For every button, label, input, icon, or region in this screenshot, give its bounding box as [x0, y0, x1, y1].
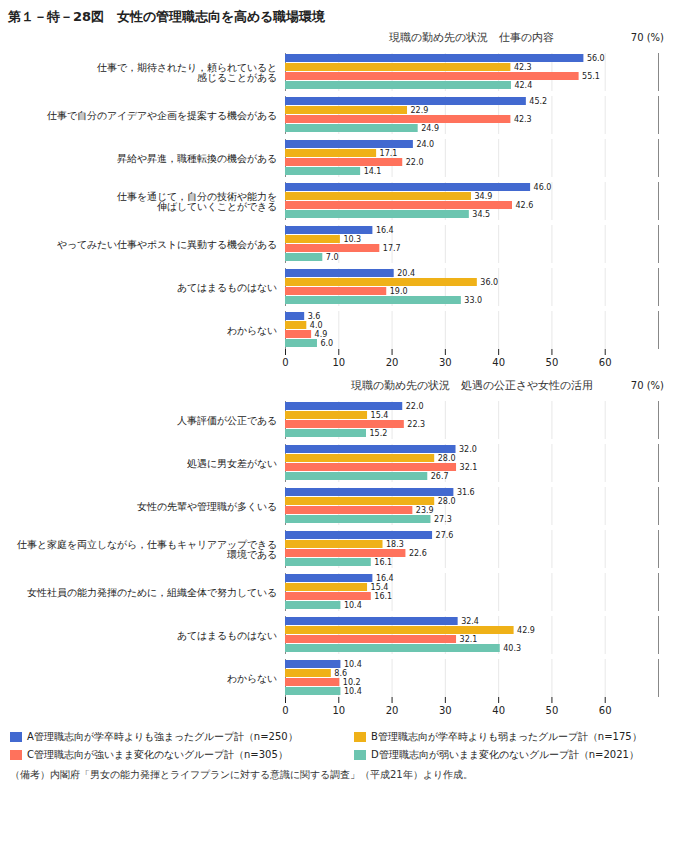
svg-text:わからない: わからない: [227, 673, 277, 684]
svg-text:42.3: 42.3: [514, 63, 532, 72]
svg-text:10.4: 10.4: [344, 660, 362, 669]
svg-text:22.0: 22.0: [406, 158, 424, 167]
svg-text:仕事で自分のアイデアや企画を提案する機会がある: 仕事で自分のアイデアや企画を提案する機会がある: [47, 110, 277, 121]
svg-text:10.3: 10.3: [343, 235, 361, 244]
svg-text:3.6: 3.6: [308, 312, 321, 321]
svg-text:56.0: 56.0: [587, 54, 605, 63]
html-text:A管理職志向が学卒時よりも強まったグループ計（n=250）: A管理職志向が学卒時よりも強まったグループ計（n=250）: [27, 731, 298, 742]
svg-text:女性の先輩や管理職が多くいる: 女性の先輩や管理職が多くいる: [137, 501, 277, 512]
svg-text:60: 60: [599, 705, 612, 716]
svg-text:26.7: 26.7: [431, 472, 449, 481]
svg-text:42.3: 42.3: [514, 115, 532, 124]
svg-text:仕事と家庭を両立しながら，仕事もキャリアアップできる環境であ: 仕事と家庭を両立しながら，仕事もキャリアアップできる環境である: [17, 539, 277, 560]
svg-text:40.3: 40.3: [503, 644, 521, 653]
svg-text:やってみたい仕事やポストに異動する機会がある: やってみたい仕事やポストに異動する機会がある: [57, 239, 277, 250]
svg-text:10: 10: [332, 357, 345, 368]
svg-text:17.7: 17.7: [383, 244, 401, 253]
svg-text:33.0: 33.0: [464, 296, 482, 305]
svg-text:40: 40: [492, 357, 505, 368]
svg-text:女性社員の能力発揮のために，組織全体で努力している: 女性社員の能力発揮のために，組織全体で努力している: [27, 587, 277, 598]
svg-text:10.4: 10.4: [344, 601, 362, 610]
svg-text:6.0: 6.0: [320, 339, 333, 348]
svg-text:22.6: 22.6: [409, 549, 427, 558]
svg-text:34.5: 34.5: [472, 210, 490, 219]
svg-text:14.1: 14.1: [364, 167, 382, 176]
svg-text:10: 10: [332, 705, 345, 716]
svg-text:仕事で，期待されたり，頼られていると感じることがある: 仕事で，期待されたり，頼られていると感じることがある: [97, 62, 277, 83]
svg-text:32.0: 32.0: [459, 445, 477, 454]
html-text:70 (%): 70 (%): [630, 32, 664, 43]
html-text:70 (%): 70 (%): [630, 380, 664, 391]
svg-text:50: 50: [546, 357, 559, 368]
svg-text:45.2: 45.2: [529, 97, 547, 106]
svg-text:32.1: 32.1: [460, 463, 478, 472]
svg-text:42.6: 42.6: [515, 201, 533, 210]
svg-text:16.1: 16.1: [374, 558, 392, 567]
svg-text:22.0: 22.0: [406, 402, 424, 411]
svg-text:28.0: 28.0: [438, 497, 456, 506]
svg-text:31.6: 31.6: [457, 488, 475, 497]
svg-text:15.4: 15.4: [371, 583, 389, 592]
svg-text:55.1: 55.1: [582, 72, 600, 81]
svg-text:28.0: 28.0: [438, 454, 456, 463]
svg-text:4.9: 4.9: [315, 330, 328, 339]
svg-text:仕事を通じて，自分の技術や能力を伸ばしていくことができる: 仕事を通じて，自分の技術や能力を伸ばしていくことができる: [117, 191, 277, 212]
svg-text:あてはまるものはない: あてはまるものはない: [177, 282, 277, 293]
svg-text:23.9: 23.9: [416, 506, 434, 515]
html-text:現職の勤め先の状況 仕事の内容: 現職の勤め先の状況 仕事の内容: [389, 31, 554, 44]
svg-text:10.4: 10.4: [344, 687, 362, 696]
svg-text:20.4: 20.4: [397, 269, 415, 278]
svg-text:30: 30: [439, 705, 452, 716]
svg-text:10.2: 10.2: [343, 678, 361, 687]
svg-text:24.0: 24.0: [416, 140, 434, 149]
svg-text:7.0: 7.0: [326, 253, 339, 262]
html-text:B管理職志向が学卒時よりも弱まったグループ計（n=175）: B管理職志向が学卒時よりも弱まったグループ計（n=175）: [371, 731, 642, 742]
svg-text:42.9: 42.9: [517, 626, 535, 635]
svg-text:16.4: 16.4: [376, 226, 394, 235]
svg-text:4.0: 4.0: [310, 321, 323, 330]
html-text:現職の勤め先の状況 処遇の公正さや女性の活用: 現職の勤め先の状況 処遇の公正さや女性の活用: [350, 379, 593, 392]
html-text:C管理職志向が強いまま変化のないグループ計（n=305）: C管理職志向が強いまま変化のないグループ計（n=305）: [27, 749, 288, 760]
svg-text:32.1: 32.1: [460, 635, 478, 644]
svg-text:18.3: 18.3: [386, 540, 404, 549]
svg-text:0: 0: [282, 357, 288, 368]
svg-text:0: 0: [282, 705, 288, 716]
svg-text:32.4: 32.4: [461, 617, 479, 626]
svg-text:60: 60: [599, 357, 612, 368]
svg-text:46.0: 46.0: [534, 183, 552, 192]
html-text:D管理職志向が弱いまま変化のないグループ計（n=2021）: D管理職志向が弱いまま変化のないグループ計（n=2021）: [371, 749, 639, 760]
svg-text:あてはまるものはない: あてはまるものはない: [177, 630, 277, 641]
svg-text:40: 40: [492, 705, 505, 716]
svg-text:20: 20: [386, 357, 399, 368]
svg-text:24.9: 24.9: [421, 124, 439, 133]
svg-text:27.6: 27.6: [436, 531, 454, 540]
svg-text:16.1: 16.1: [374, 592, 392, 601]
svg-text:15.2: 15.2: [369, 429, 387, 438]
svg-text:処遇に男女差がない: 処遇に男女差がない: [187, 458, 277, 469]
svg-text:22.3: 22.3: [407, 420, 425, 429]
svg-text:16.4: 16.4: [376, 574, 394, 583]
svg-text:27.3: 27.3: [434, 515, 452, 524]
svg-text:人事評価が公正である: 人事評価が公正である: [177, 415, 277, 426]
svg-text:50: 50: [546, 705, 559, 716]
svg-text:19.0: 19.0: [390, 287, 408, 296]
svg-text:昇給や昇進，職種転換の機会がある: 昇給や昇進，職種転換の機会がある: [117, 153, 277, 164]
svg-text:22.9: 22.9: [411, 106, 429, 115]
svg-text:20: 20: [386, 705, 399, 716]
svg-text:42.4: 42.4: [514, 81, 532, 90]
svg-text:34.9: 34.9: [474, 192, 492, 201]
html-text:第１－特－28図 女性の管理職志向を高める職場環境: 第１－特－28図 女性の管理職志向を高める職場環境: [8, 9, 326, 24]
svg-text:15.4: 15.4: [371, 411, 389, 420]
svg-text:36.0: 36.0: [480, 278, 498, 287]
svg-text:30: 30: [439, 357, 452, 368]
svg-text:17.1: 17.1: [380, 149, 398, 158]
svg-text:わからない: わからない: [227, 325, 277, 336]
svg-text:8.6: 8.6: [334, 669, 347, 678]
html-text:（備考）内閣府「男女の能力発揮とライフプランに対する意識に関: （備考）内閣府「男女の能力発揮とライフプランに対する意識に関する調査」（平成21…: [10, 769, 473, 780]
